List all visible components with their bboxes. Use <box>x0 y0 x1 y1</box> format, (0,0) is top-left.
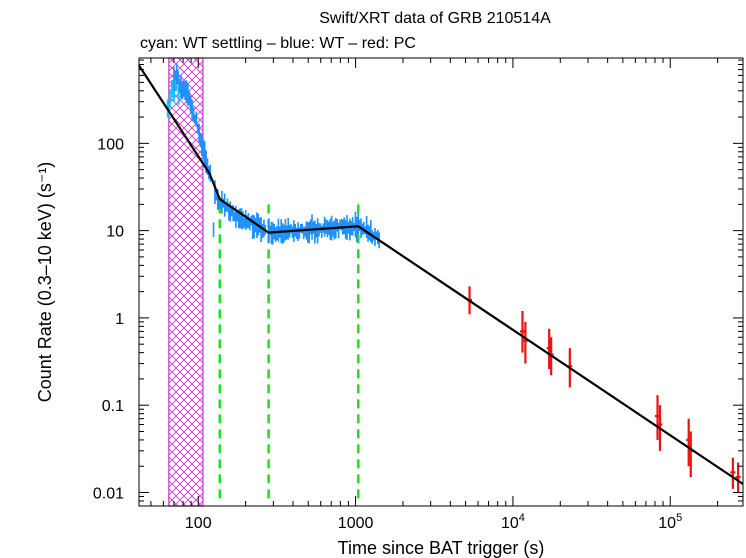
y-tick-label: 1 <box>115 311 124 328</box>
chart-title: Swift/XRT data of GRB 210514A <box>319 10 551 27</box>
x-tick-label: 105 <box>658 512 682 532</box>
y-tick-label: 10 <box>106 224 124 241</box>
chart-subtitle: cyan: WT settling – blue: WT – red: PC <box>140 35 416 52</box>
y-axis-label: Count Rate (0.3–10 keV) (s⁻¹) <box>35 162 55 403</box>
x-tick-label: 100 <box>185 515 212 532</box>
y-tick-label: 0.1 <box>102 398 124 415</box>
plot-frame <box>138 57 744 507</box>
model-fit-line <box>138 64 744 485</box>
x-tick-label: 1000 <box>338 515 374 532</box>
y-tick-label: 100 <box>97 136 124 153</box>
x-axis-label: Time since BAT trigger (s) <box>338 538 545 558</box>
x-tick-label: 104 <box>501 512 525 532</box>
y-tick-label: 0.01 <box>93 485 124 502</box>
